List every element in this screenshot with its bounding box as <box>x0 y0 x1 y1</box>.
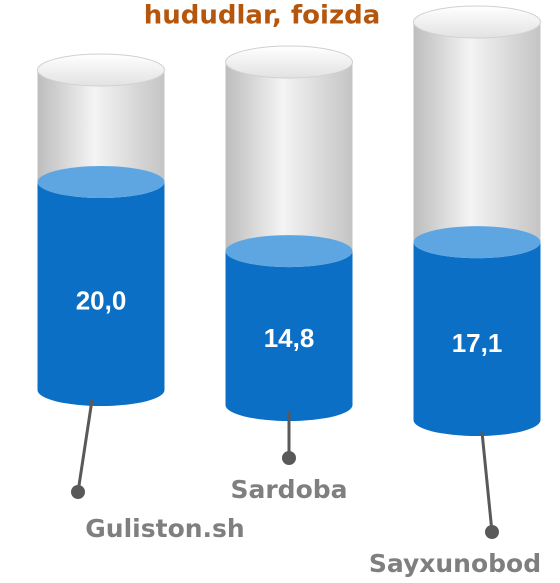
bar <box>37 182 165 406</box>
cylinder-glass-top <box>37 53 165 87</box>
chart-title: hududlar, foizda <box>144 1 381 31</box>
cylinder-glass-top <box>413 5 541 39</box>
cylinder-glass-top <box>225 45 353 79</box>
category-label: Sayxunobod <box>369 549 541 578</box>
leader-line <box>480 431 494 533</box>
value-label: 17,1 <box>452 328 503 358</box>
value-label: 14,8 <box>264 323 315 353</box>
leader-dot <box>485 525 499 539</box>
bar <box>413 242 541 436</box>
category-label: Sardoba <box>230 475 347 504</box>
value-label: 20,0 <box>76 286 127 316</box>
bar-top <box>37 166 165 198</box>
category-label: Guliston.sh <box>85 514 244 543</box>
bar-top <box>225 235 353 268</box>
bar <box>225 251 353 421</box>
leader-line <box>76 399 94 493</box>
leader-dot <box>282 451 296 465</box>
bar-top <box>413 226 541 259</box>
leader-dot <box>71 485 85 499</box>
